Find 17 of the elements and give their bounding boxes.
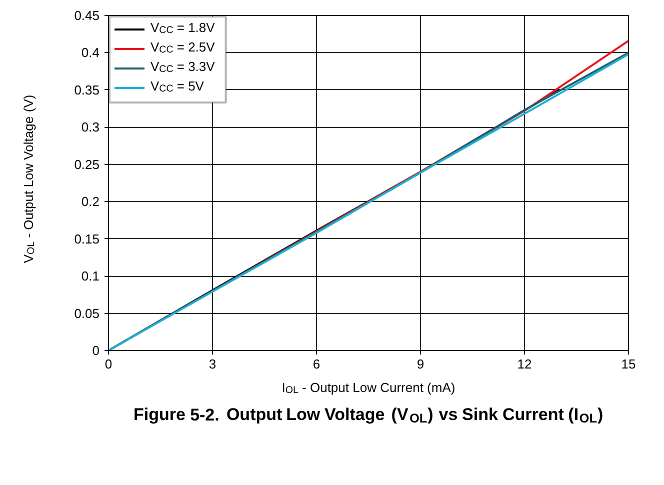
y-tick-label: 0.05 xyxy=(74,306,100,321)
y-tick-label: 0.4 xyxy=(81,45,100,60)
x-tick-label: 3 xyxy=(208,356,216,372)
x-tick-label: 15 xyxy=(621,356,636,372)
x-tick-label: 0 xyxy=(104,356,112,372)
y-axis-title: VOL - Output Low Voltage (V) xyxy=(21,94,37,264)
y-tick-label: 0.45 xyxy=(74,8,100,23)
y-tick-label: 0.2 xyxy=(81,194,100,210)
y-tick-label: 0.1 xyxy=(81,268,100,284)
y-tick-label: 0.15 xyxy=(74,231,100,246)
x-tick-label: 6 xyxy=(312,356,320,372)
x-tick-label: 12 xyxy=(517,356,532,372)
y-tick-label: 0.35 xyxy=(74,82,100,98)
y-tick-label: 0.25 xyxy=(74,156,100,172)
x-tick-label: 9 xyxy=(416,356,424,372)
y-tick-label: 0.3 xyxy=(81,120,100,135)
y-tick-label: 0 xyxy=(92,343,100,358)
